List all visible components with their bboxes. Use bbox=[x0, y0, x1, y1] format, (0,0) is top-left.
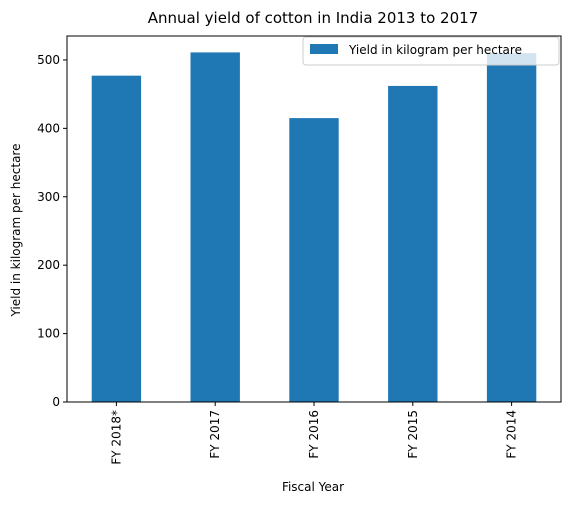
y-tick-label: 300 bbox=[37, 190, 60, 204]
legend-label: Yield in kilogram per hectare bbox=[348, 43, 522, 57]
bar bbox=[388, 85, 438, 402]
y-tick-label: 0 bbox=[52, 395, 60, 409]
bar bbox=[486, 53, 537, 402]
x-axis-label: Fiscal Year bbox=[282, 480, 344, 494]
bar bbox=[289, 118, 339, 403]
x-tick-label: FY 2014 bbox=[505, 410, 519, 459]
x-tick-label: FY 2016 bbox=[307, 410, 321, 459]
x-tick-label: FY 2015 bbox=[406, 410, 420, 459]
x-axis-ticks: FY 2018* FY 2017 FY 2016 FY 2015 FY 2014 bbox=[109, 402, 519, 465]
legend-box bbox=[302, 36, 560, 66]
y-tick-label: 200 bbox=[37, 258, 60, 272]
y-axis-ticks: 0 100 200 300 400 500 bbox=[37, 53, 67, 409]
legend-swatch bbox=[310, 44, 338, 54]
y-axis-label: Yield in kilogram per hectare bbox=[9, 144, 23, 318]
bar bbox=[190, 52, 240, 402]
x-tick-label: FY 2018* bbox=[109, 410, 123, 465]
y-tick-label: 100 bbox=[37, 327, 60, 341]
chart-title: Annual yield of cotton in India 2013 to … bbox=[148, 9, 478, 27]
x-tick-label: FY 2017 bbox=[208, 410, 222, 459]
bars-group bbox=[91, 52, 537, 403]
y-tick-label: 400 bbox=[37, 121, 60, 135]
y-tick-label: 500 bbox=[37, 53, 60, 67]
bar bbox=[91, 75, 142, 403]
legend: Yield in kilogram per hectare bbox=[302, 36, 560, 66]
